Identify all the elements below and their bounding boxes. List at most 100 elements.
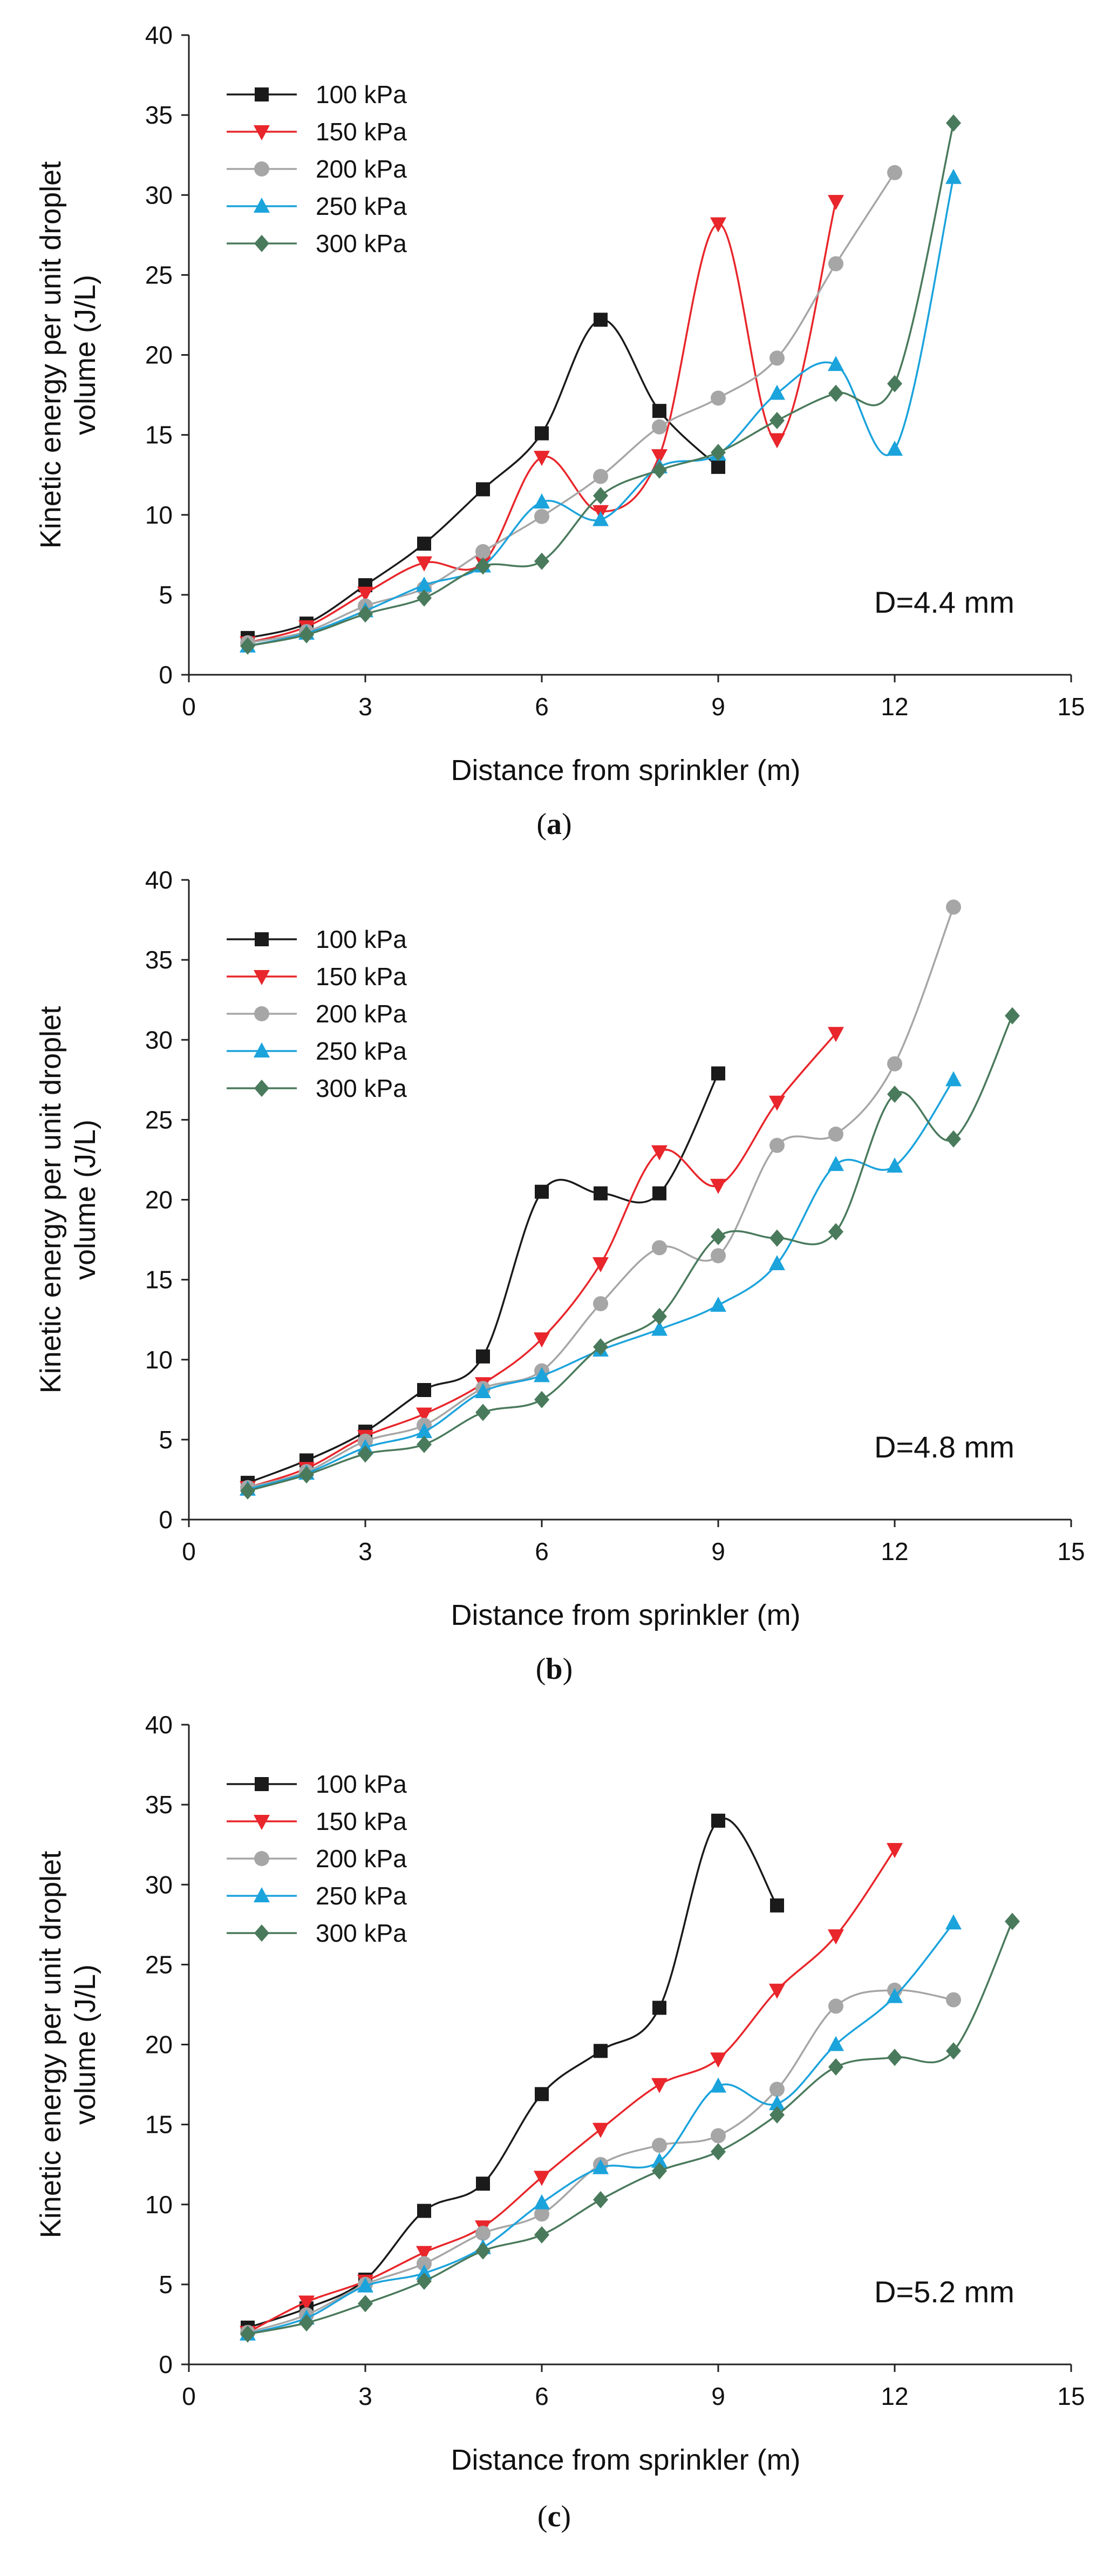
caption-paren-open: ( bbox=[536, 808, 547, 841]
y-tick-label: 30 bbox=[145, 1026, 173, 1054]
data-point bbox=[417, 589, 432, 607]
data-point bbox=[652, 1186, 666, 1201]
data-point bbox=[417, 1383, 431, 1397]
data-point bbox=[651, 2152, 668, 2168]
legend-marker bbox=[254, 1851, 269, 1866]
x-tick-label: 15 bbox=[1057, 1537, 1085, 1565]
data-point bbox=[887, 440, 903, 456]
x-tick-label: 12 bbox=[881, 1537, 908, 1565]
data-point bbox=[651, 2078, 668, 2093]
x-tick-label: 6 bbox=[535, 693, 549, 721]
legend-marker bbox=[254, 235, 269, 252]
legend-label: 100 kPa bbox=[316, 925, 407, 953]
data-point bbox=[416, 556, 432, 572]
x-tick-label: 9 bbox=[711, 693, 725, 721]
data-point bbox=[358, 605, 373, 623]
data-point bbox=[828, 1223, 843, 1240]
data-point bbox=[946, 899, 961, 915]
data-point bbox=[534, 493, 550, 509]
data-point bbox=[887, 2049, 902, 2066]
legend-entry: 300 kPa bbox=[227, 1919, 407, 1947]
data-point bbox=[535, 2087, 549, 2102]
panel-caption: (c) bbox=[537, 2500, 571, 2533]
data-point bbox=[240, 1482, 255, 1500]
data-point bbox=[534, 1391, 549, 1408]
chart-panel-3: 0 5 10 15 20 25 30 35 40 0 3 6 9 12 15 Distance from sp… bbox=[35, 1711, 1085, 2533]
y-tick-label: 40 bbox=[145, 866, 173, 894]
data-point bbox=[769, 1983, 785, 1999]
y-tick-label: 40 bbox=[145, 1711, 173, 1739]
diameter-annotation: D=5.2 mm bbox=[874, 2275, 1014, 2309]
legend-marker bbox=[254, 1924, 269, 1942]
data-point bbox=[298, 2295, 315, 2311]
data-point bbox=[652, 2162, 667, 2180]
y-tick-label: 20 bbox=[145, 1186, 173, 1214]
y-tick-label: 10 bbox=[145, 1346, 173, 1374]
series-line bbox=[247, 177, 955, 647]
data-point bbox=[828, 256, 843, 272]
x-axis-title: Distance from sprinkler (m) bbox=[451, 754, 800, 787]
y-tick-label: 25 bbox=[145, 261, 173, 289]
x-tick-label: 6 bbox=[535, 2382, 549, 2410]
y-tick-label: 15 bbox=[145, 1266, 173, 1294]
series-250-kpa bbox=[240, 1071, 962, 1496]
series-line bbox=[247, 1921, 1013, 2335]
data-point bbox=[710, 217, 726, 233]
legend-entry: 100 kPa bbox=[227, 80, 407, 109]
legend-marker bbox=[254, 1006, 269, 1021]
y-tick-label: 20 bbox=[145, 341, 173, 369]
data-point bbox=[710, 2052, 726, 2068]
y-axis-title-line: volume (J/L) bbox=[69, 275, 101, 435]
legend-entry: 200 kPa bbox=[227, 1000, 407, 1028]
y-tick-label: 30 bbox=[145, 181, 173, 209]
data-point bbox=[828, 2058, 843, 2076]
x-axis-title: Distance from sprinkler (m) bbox=[451, 1599, 800, 1631]
data-point bbox=[711, 2128, 726, 2144]
caption-letter: a bbox=[547, 808, 562, 841]
x-tick-label: 3 bbox=[358, 1537, 372, 1565]
data-point bbox=[769, 2082, 785, 2097]
data-point bbox=[946, 1992, 961, 2008]
legend-label: 300 kPa bbox=[316, 229, 407, 257]
x-tick-label: 12 bbox=[881, 693, 908, 721]
data-point bbox=[534, 2206, 549, 2222]
data-point bbox=[828, 1027, 844, 1042]
legend-entry: 100 kPa bbox=[227, 1770, 407, 1798]
chart-panel-1: 0 5 10 15 20 25 30 35 40 0 3 6 9 12 15 Distance from sp… bbox=[35, 21, 1085, 841]
data-point bbox=[652, 1240, 667, 1256]
data-point bbox=[416, 577, 432, 592]
legend-marker bbox=[254, 161, 269, 177]
data-point bbox=[769, 1137, 785, 1153]
data-point bbox=[651, 449, 668, 465]
caption-letter: c bbox=[548, 2500, 561, 2533]
data-point bbox=[535, 1184, 549, 1199]
caption-paren-close: ) bbox=[562, 808, 572, 841]
data-point bbox=[299, 1466, 314, 1484]
data-point bbox=[592, 2159, 609, 2174]
data-point bbox=[417, 2256, 432, 2272]
legend-entry: 200 kPa bbox=[227, 155, 407, 183]
data-point bbox=[711, 444, 726, 462]
data-point bbox=[594, 313, 608, 327]
y-tick-label: 5 bbox=[159, 1426, 173, 1454]
data-point bbox=[593, 1296, 608, 1312]
series-line bbox=[247, 201, 837, 644]
data-point bbox=[534, 1332, 550, 1348]
diameter-annotation: D=4.8 mm bbox=[874, 1430, 1014, 1464]
y-axis-title: Kinetic energy per unit dropletvolume (J… bbox=[35, 1851, 101, 2238]
data-point bbox=[652, 404, 666, 418]
data-point bbox=[769, 384, 785, 400]
series-300-kpa bbox=[240, 1007, 1020, 1500]
y-tick-label: 0 bbox=[159, 2350, 173, 2378]
legend-marker bbox=[255, 932, 269, 946]
y-axis-title-line: Kinetic energy per unit droplet bbox=[35, 161, 67, 548]
data-point bbox=[593, 487, 608, 505]
series-line bbox=[247, 1015, 1013, 1492]
caption-letter: b bbox=[546, 1652, 562, 1686]
data-point bbox=[710, 1178, 726, 1194]
legend-label: 300 kPa bbox=[316, 1074, 407, 1102]
y-axis-title-line: Kinetic energy per unit droplet bbox=[35, 1851, 67, 2238]
data-point bbox=[769, 1255, 785, 1270]
legend-entry: 100 kPa bbox=[227, 925, 407, 953]
